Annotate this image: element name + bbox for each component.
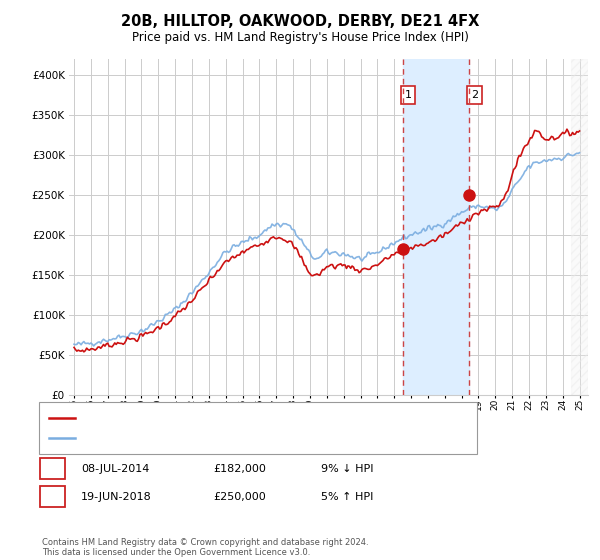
Text: 20B, HILLTOP, OAKWOOD, DERBY, DE21 4FX: 20B, HILLTOP, OAKWOOD, DERBY, DE21 4FX [121,14,479,29]
Text: £182,000: £182,000 [213,464,266,474]
Text: 1: 1 [49,462,56,475]
Text: 5% ↑ HPI: 5% ↑ HPI [321,492,373,502]
Bar [403,59,469,395]
Text: HPI: Average price, detached house, City of Derby: HPI: Average price, detached house, City… [81,433,343,443]
Bar [571,59,588,395]
Text: Contains HM Land Registry data © Crown copyright and database right 2024.
This d: Contains HM Land Registry data © Crown c… [42,538,368,557]
Bar [571,59,588,395]
Text: 9% ↓ HPI: 9% ↓ HPI [321,464,373,474]
Text: 19-JUN-2018: 19-JUN-2018 [81,492,152,502]
Text: 08-JUL-2014: 08-JUL-2014 [81,464,149,474]
Text: Price paid vs. HM Land Registry's House Price Index (HPI): Price paid vs. HM Land Registry's House … [131,31,469,44]
Text: 1: 1 [404,90,412,100]
Text: £250,000: £250,000 [213,492,266,502]
Text: 20B, HILLTOP, OAKWOOD, DERBY, DE21 4FX (detached house): 20B, HILLTOP, OAKWOOD, DERBY, DE21 4FX (… [81,413,406,423]
Text: 2: 2 [471,90,478,100]
Text: 2: 2 [49,490,56,503]
